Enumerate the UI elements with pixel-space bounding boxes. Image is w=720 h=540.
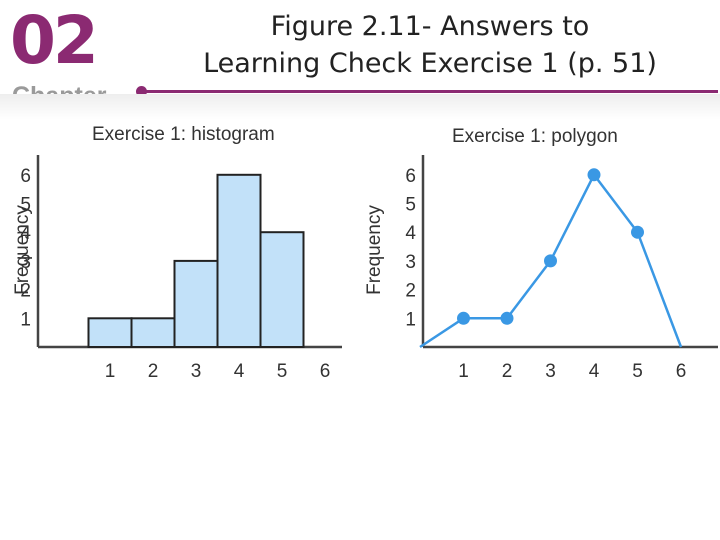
polygon-x-tick-label: 4 (589, 361, 600, 382)
slide-title-line-1: Figure 2.11- Answers to (270, 11, 590, 42)
polygon-y-tick-label: 5 (405, 195, 416, 216)
chapter-number: 02 (10, 2, 99, 79)
polygon-title: Exercise 1: polygon (452, 126, 618, 147)
histogram-bar (216, 173, 262, 348)
polygon-point (500, 311, 514, 325)
title-rule-dot (136, 86, 147, 97)
histogram-y-tick-label: 5 (20, 195, 31, 216)
polygon-y-tick-label: 6 (405, 166, 416, 187)
histogram-y-tick-label: 3 (20, 252, 31, 273)
histogram-y-axis-label: Frequency (12, 205, 33, 295)
histogram-bar (173, 259, 219, 348)
histogram-title: Exercise 1: histogram (92, 124, 275, 145)
histogram-bar (259, 231, 305, 348)
polygon-x-tick-label: 5 (632, 361, 643, 382)
histogram-x-tick-label: 2 (148, 361, 159, 382)
slide-title-line-2: Learning Check Exercise 1 (p. 51) (203, 48, 657, 79)
histogram-x-tick-label: 4 (234, 361, 245, 382)
histogram-y-tick-label: 4 (20, 223, 31, 244)
histogram-x-tick-label: 1 (105, 361, 116, 382)
histogram-x-tick-label: 3 (191, 361, 202, 382)
histogram-chart: 1 2 3 4 5 6 1 2 3 4 5 6 Frequency (12, 155, 342, 382)
histogram-y-tick-label: 1 (20, 309, 31, 330)
histogram-y-tick-label: 6 (20, 166, 31, 187)
polygon-x-tick-label: 2 (502, 361, 513, 382)
histogram-bar (130, 317, 176, 348)
histogram-x-tick-label: 5 (277, 361, 288, 382)
histogram-x-tick-label: 6 (320, 361, 331, 382)
polygon-y-axis-label: Frequency (364, 205, 385, 295)
polygon-y-tick-label: 4 (405, 223, 416, 244)
polygon-x-tick-label: 3 (545, 361, 556, 382)
histogram-y-tick-label: 2 (20, 281, 31, 302)
header-shade (0, 94, 720, 120)
polygon-point (544, 254, 557, 268)
polygon-y-tick-label: 2 (405, 281, 416, 302)
polygon-point (631, 225, 644, 239)
title-rule (145, 90, 718, 93)
histogram-bar (87, 317, 133, 348)
polygon-x-tick-label: 1 (458, 361, 469, 382)
polygon-point (587, 168, 601, 182)
histogram-panel: 1 2 3 4 5 6 1 2 3 4 5 6 Frequency (12, 155, 342, 382)
polygon-chart: 1 2 3 4 5 6 1 2 3 4 5 6 Frequency (364, 155, 718, 382)
polygon-y-tick-label: 3 (405, 252, 416, 273)
slide-title: Figure 2.11- Answers to Learning Check E… (150, 8, 710, 82)
polygon-x-tick-label: 6 (676, 361, 687, 382)
polygon-point (457, 311, 470, 325)
polygon-panel: 1 2 3 4 5 6 1 2 3 4 5 6 Frequency (360, 0, 720, 540)
polygon-y-tick-label: 1 (405, 309, 416, 330)
